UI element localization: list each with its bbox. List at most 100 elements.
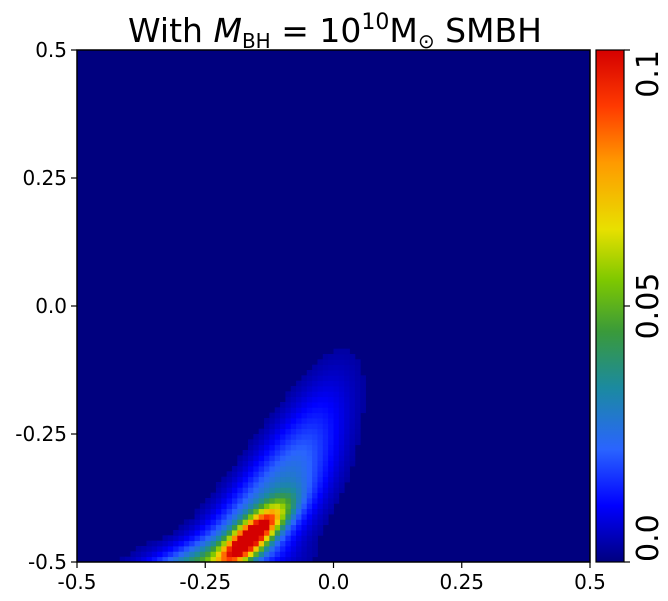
heatmap-cell	[253, 551, 260, 558]
heatmap-cell	[248, 503, 254, 510]
heatmap-cell	[312, 412, 318, 419]
heatmap-cell	[328, 450, 334, 456]
heatmap-cell	[231, 482, 238, 488]
heatmap-cell	[221, 498, 228, 504]
heatmap-cell	[312, 380, 318, 387]
heatmap-cell	[360, 391, 366, 398]
heatmap-cell	[333, 460, 340, 467]
heatmap-cell	[333, 375, 340, 382]
heatmap-cell	[237, 466, 244, 472]
heatmap-cell	[205, 556, 211, 563]
heatmap-cell	[194, 530, 201, 536]
heatmap-cell	[317, 498, 324, 504]
heatmap-cell	[338, 439, 345, 446]
heatmap-cell	[338, 487, 345, 494]
heatmap-cell	[274, 407, 281, 414]
heatmap-cell	[215, 556, 222, 563]
heatmap-cell	[269, 434, 276, 440]
heatmap-cell	[205, 524, 211, 531]
heatmap-cell	[322, 476, 329, 483]
colorbar-gradient	[595, 49, 625, 563]
heatmap-cell	[349, 444, 356, 451]
heatmap-cell	[231, 535, 238, 542]
heatmap-cell	[280, 487, 286, 494]
heatmap-cell	[205, 535, 211, 542]
heatmap-cell	[322, 402, 329, 408]
heatmap-cell	[317, 386, 324, 392]
heatmap-cell	[269, 455, 276, 462]
heatmap-cell	[322, 450, 329, 456]
heatmap-cell	[322, 364, 329, 371]
heatmap-cell	[333, 498, 340, 504]
heatmap-cell	[317, 487, 324, 494]
heatmap-cell	[248, 530, 254, 536]
heatmap-cell	[162, 556, 169, 563]
heatmap-cell	[338, 476, 345, 483]
heatmap-cell	[215, 551, 222, 558]
heatmap-cell	[338, 450, 345, 456]
heatmap-cell	[253, 487, 260, 494]
heatmap-cell	[248, 471, 254, 478]
heatmap-cell	[301, 476, 308, 483]
heatmap-cell	[269, 551, 276, 558]
heatmap-cell	[264, 482, 270, 488]
heatmap-cell	[317, 471, 324, 478]
heatmap-cell	[285, 535, 292, 542]
heatmap-cell	[349, 455, 356, 462]
heatmap-cell	[189, 551, 195, 558]
heatmap-cell	[253, 492, 260, 499]
heatmap-cell	[264, 508, 270, 515]
heatmap-cell	[290, 535, 297, 542]
heatmap-cell	[344, 450, 350, 456]
heatmap-cell	[194, 540, 201, 547]
heatmap-cell	[301, 428, 308, 435]
heatmap-cell	[349, 402, 356, 408]
heatmap-cell	[264, 519, 270, 526]
heatmap-cell	[264, 476, 270, 483]
heatmap-cell	[183, 546, 190, 552]
heatmap-cell	[231, 556, 238, 563]
heatmap-cell	[301, 434, 308, 440]
heatmap-cell	[264, 556, 270, 563]
heatmap-cell	[215, 546, 222, 552]
heatmap-cell	[274, 508, 281, 515]
heatmap-cell	[199, 503, 206, 510]
heatmap-cell	[210, 519, 217, 526]
heatmap-cell	[306, 498, 313, 504]
heatmap-cell	[344, 386, 350, 392]
heatmap-cell	[248, 524, 254, 531]
heatmap-cell	[253, 508, 260, 515]
heatmap-cell	[199, 551, 206, 558]
heatmap-cell	[215, 530, 222, 536]
heatmap-cell	[280, 450, 286, 456]
heatmap-cell	[258, 428, 265, 435]
heatmap-cell	[205, 508, 211, 515]
heatmap-cell	[285, 412, 292, 419]
heatmap-cell	[312, 524, 318, 531]
heatmap-cell	[306, 508, 313, 515]
heatmap-cell	[290, 444, 297, 451]
heatmap-cell	[301, 487, 308, 494]
heatmap-cell	[221, 530, 228, 536]
heatmap-cell	[306, 428, 313, 435]
heatmap-cell	[306, 439, 313, 446]
heatmap-cell	[248, 535, 254, 542]
heatmap-cell	[285, 530, 292, 536]
heatmap-cell	[258, 524, 265, 531]
heatmap-cell	[290, 476, 297, 483]
heatmap-cell	[221, 487, 228, 494]
heatmap-cell	[226, 471, 233, 478]
heatmap-cell	[210, 514, 217, 520]
heatmap-cell	[290, 524, 297, 531]
heatmap-cell	[226, 503, 233, 510]
heatmap-cell	[322, 418, 329, 424]
heatmap-cell	[312, 418, 318, 424]
heatmap-cell	[221, 476, 228, 483]
heatmap-cell	[317, 450, 324, 456]
heatmap-cell	[354, 375, 361, 382]
heatmap-cell	[274, 455, 281, 462]
heatmap-cell	[344, 418, 350, 424]
heatmap-cell	[253, 455, 260, 462]
heatmap-cell	[338, 418, 345, 424]
heatmap-cell	[312, 540, 318, 547]
